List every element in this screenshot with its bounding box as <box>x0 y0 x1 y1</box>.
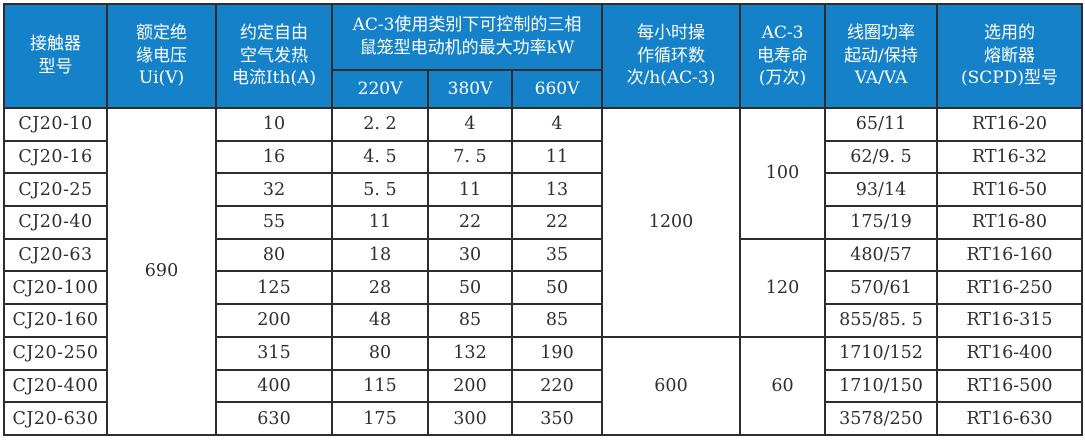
cell-power-380v: 200 <box>427 368 513 404</box>
cell-power-660v: 4 <box>511 107 603 142</box>
cell-coil-power: 62/9. 5 <box>824 139 938 175</box>
cell-model: CJ20-160 <box>3 303 108 338</box>
cell-power-660v: 50 <box>511 270 603 306</box>
cell-model: CJ20-10 <box>3 107 108 142</box>
cell-power-380v: 300 <box>427 401 513 436</box>
cell-power-660v: 220 <box>511 368 603 404</box>
cell-coil-power: 570/61 <box>824 270 938 306</box>
table-row: CJ20-25 32 5. 5 11 13 93/14 RT16-50 <box>3 172 1083 208</box>
table-row: CJ20-160 200 48 85 85 855/85. 5 RT16-315 <box>3 303 1083 338</box>
header-fuse-type: 选用的 熔断器 (SCPD)型号 <box>936 3 1083 109</box>
header-voltage-220v: 220V <box>331 69 429 109</box>
cell-life-merged-mid: 120 <box>739 237 826 338</box>
cell-fuse: RT16-630 <box>936 401 1083 436</box>
cell-ith: 32 <box>215 172 333 208</box>
cell-ith: 400 <box>215 368 333 404</box>
cell-coil-power: 1710/152 <box>824 335 938 371</box>
cell-power-220v: 80 <box>331 335 429 371</box>
table-row: CJ20-16 16 4. 5 7. 5 11 62/9. 5 RT16-32 <box>3 139 1083 175</box>
cell-power-660v: 350 <box>511 401 603 436</box>
cell-model: CJ20-63 <box>3 237 108 273</box>
header-coil-power: 线圈功率 起动/保持 VA/VA <box>824 3 938 109</box>
cell-ith: 16 <box>215 139 333 175</box>
cell-power-660v: 22 <box>511 205 603 240</box>
header-contactor-model: 接触器 型号 <box>3 3 108 109</box>
cell-ith: 125 <box>215 270 333 306</box>
cell-model: CJ20-630 <box>3 401 108 436</box>
cell-fuse: RT16-250 <box>936 270 1083 306</box>
cell-coil-power: 855/85. 5 <box>824 303 938 338</box>
cell-power-380v: 85 <box>427 303 513 338</box>
header-rated-insulation-voltage: 额定绝 缘电压 Ui(V) <box>106 3 217 109</box>
table-row: CJ20-10 690 10 2. 2 4 4 1200 100 65/11 R… <box>3 107 1083 436</box>
contactor-spec-table: 接触器 型号 额定绝 缘电压 Ui(V) 约定自由 空气发热 电流Ith(A) … <box>3 3 1083 436</box>
cell-power-220v: 175 <box>331 401 429 436</box>
header-voltage-660v: 660V <box>511 69 603 109</box>
table-row: CJ20-100 125 28 50 50 570/61 RT16-250 <box>3 270 1083 306</box>
table-row: CJ20-630 630 175 300 350 3578/250 RT16-6… <box>3 401 1083 436</box>
cell-power-380v: 30 <box>427 237 513 273</box>
cell-cycles-merged-top: 1200 <box>601 107 741 338</box>
cell-coil-power: 480/57 <box>824 237 938 273</box>
cell-power-380v: 132 <box>427 335 513 371</box>
cell-ith: 200 <box>215 303 333 338</box>
cell-power-660v: 11 <box>511 139 603 175</box>
header-voltage-380v: 380V <box>427 69 513 109</box>
cell-power-220v: 115 <box>331 368 429 404</box>
cell-power-220v: 28 <box>331 270 429 306</box>
cell-power-220v: 11 <box>331 205 429 240</box>
cell-coil-power: 65/11 <box>824 107 938 142</box>
cell-power-380v: 4 <box>427 107 513 142</box>
header-electrical-life: AC-3 电寿命 (万次) <box>739 3 826 109</box>
cell-power-220v: 5. 5 <box>331 172 429 208</box>
cell-fuse: RT16-500 <box>936 368 1083 404</box>
cell-ith: 315 <box>215 335 333 371</box>
cell-model: CJ20-25 <box>3 172 108 208</box>
cell-coil-power: 93/14 <box>824 172 938 208</box>
cell-power-220v: 4. 5 <box>331 139 429 175</box>
cell-power-380v: 22 <box>427 205 513 240</box>
cell-fuse: RT16-20 <box>936 107 1083 142</box>
header-operating-cycles: 每小时操 作循环数 次/h(AC-3) <box>601 3 741 109</box>
cell-life-merged-top: 100 <box>739 107 826 240</box>
table-row: CJ20-40 55 11 22 22 175/19 RT16-80 <box>3 205 1083 240</box>
cell-power-220v: 2. 2 <box>331 107 429 142</box>
cell-model: CJ20-100 <box>3 270 108 306</box>
table-row: CJ20-63 80 18 30 35 120 480/57 RT16-160 <box>3 237 1083 338</box>
cell-fuse: RT16-315 <box>936 303 1083 338</box>
cell-fuse: RT16-50 <box>936 172 1083 208</box>
cell-fuse: RT16-80 <box>936 205 1083 240</box>
cell-power-660v: 13 <box>511 172 603 208</box>
cell-ith: 10 <box>215 107 333 142</box>
cell-life-merged-bottom: 60 <box>739 335 826 436</box>
cell-fuse: RT16-160 <box>936 237 1083 273</box>
table-row: CJ20-250 315 80 132 190 600 60 1710/152 … <box>3 335 1083 436</box>
cell-model: CJ20-250 <box>3 335 108 371</box>
cell-ith: 630 <box>215 401 333 436</box>
cell-power-220v: 48 <box>331 303 429 338</box>
cell-power-380v: 50 <box>427 270 513 306</box>
cell-power-660v: 35 <box>511 237 603 273</box>
cell-model: CJ20-16 <box>3 139 108 175</box>
cell-power-380v: 11 <box>427 172 513 208</box>
cell-power-220v: 18 <box>331 237 429 273</box>
cell-coil-power: 1710/150 <box>824 368 938 404</box>
cell-fuse: RT16-32 <box>936 139 1083 175</box>
cell-power-660v: 85 <box>511 303 603 338</box>
header-ac3-max-power-group: AC-3使用类别下可控制的三相 鼠笼型电动机的最大功率kW <box>331 3 603 71</box>
cell-power-380v: 7. 5 <box>427 139 513 175</box>
cell-model: CJ20-40 <box>3 205 108 240</box>
cell-ith: 55 <box>215 205 333 240</box>
cell-coil-power: 175/19 <box>824 205 938 240</box>
cell-fuse: RT16-400 <box>936 335 1083 371</box>
cell-model: CJ20-400 <box>3 368 108 404</box>
cell-power-660v: 190 <box>511 335 603 371</box>
cell-ith: 80 <box>215 237 333 273</box>
table-row: CJ20-400 400 115 200 220 1710/150 RT16-5… <box>3 368 1083 404</box>
cell-ui-voltage-merged: 690 <box>106 107 217 436</box>
cell-coil-power: 3578/250 <box>824 401 938 436</box>
header-thermal-current: 约定自由 空气发热 电流Ith(A) <box>215 3 333 109</box>
cell-cycles-merged-bottom: 600 <box>601 335 741 436</box>
